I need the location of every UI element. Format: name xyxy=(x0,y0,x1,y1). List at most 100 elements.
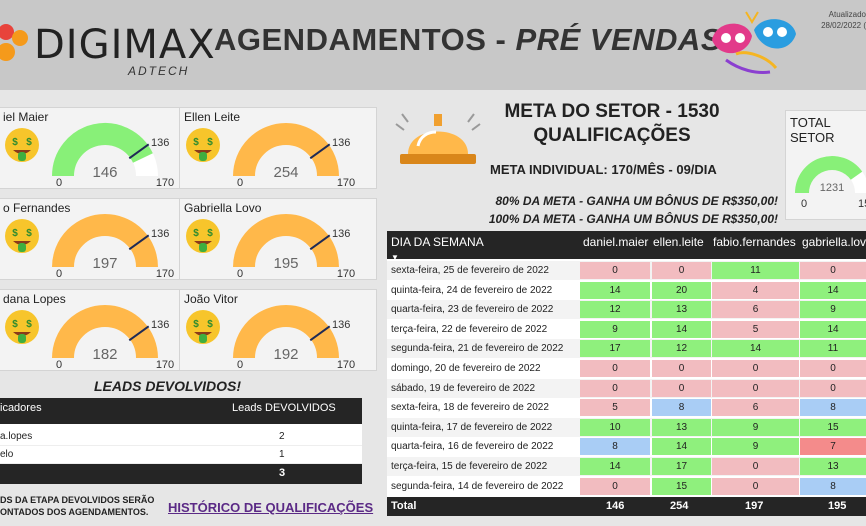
matrix-cell[interactable]: 6 xyxy=(712,301,799,319)
matrix-cell[interactable]: 14 xyxy=(580,458,650,475)
digimax-logo-icon xyxy=(0,24,28,61)
matrix-cell[interactable]: 13 xyxy=(652,418,711,436)
matrix-cell[interactable]: 12 xyxy=(652,340,711,358)
matrix-cell[interactable]: 11 xyxy=(800,340,866,358)
matrix-cell[interactable]: 17 xyxy=(580,340,650,358)
matrix-cell[interactable]: 14 xyxy=(800,320,866,338)
svg-text:$: $ xyxy=(207,228,213,239)
row-date: sexta-feira, 25 de fevereiro de 2022 xyxy=(391,265,549,276)
matrix-cell[interactable]: 0 xyxy=(800,379,866,397)
gauge-fill xyxy=(52,305,158,359)
matrix-cell[interactable]: 14 xyxy=(652,320,711,338)
matrix-cell[interactable]: 8 xyxy=(652,399,711,417)
matrix-col-0[interactable]: daniel.maier xyxy=(583,235,649,249)
bonus-100: 100% DA META - GANHA UM BÔNUS DE R$350,0… xyxy=(488,212,778,226)
matrix-cell[interactable]: 9 xyxy=(712,438,799,456)
matrix-cell[interactable]: 6 xyxy=(712,399,799,417)
matrix-cell[interactable]: 17 xyxy=(652,458,711,475)
matrix-col-2[interactable]: fabio.fernandes xyxy=(713,235,796,249)
gauge-target: 136 xyxy=(332,228,350,240)
matrix-cell[interactable]: 9 xyxy=(580,320,650,338)
matrix-cell[interactable]: 0 xyxy=(652,379,711,397)
matrix-cell[interactable]: 20 xyxy=(652,281,711,299)
row-date: terça-feira, 15 de fevereiro de 2022 xyxy=(391,461,548,472)
matrix-cell[interactable]: 0 xyxy=(580,477,650,495)
row-date: terça-feira, 22 de fevereiro de 2022 xyxy=(391,323,548,335)
matrix-cell[interactable]: 14 xyxy=(580,281,650,299)
matrix-cell[interactable]: 0 xyxy=(580,262,650,279)
matrix-cell[interactable]: 11 xyxy=(712,262,799,279)
gauge-max: 170 xyxy=(337,268,355,280)
svg-text:$: $ xyxy=(193,319,199,330)
matrix-cell[interactable]: 14 xyxy=(652,438,711,456)
bonus-80: 80% DA META - GANHA UM BÔNUS DE R$350,00… xyxy=(495,194,779,208)
matrix-cell[interactable]: 8 xyxy=(800,399,866,417)
matrix-cell[interactable]: 0 xyxy=(800,360,866,377)
matrix-cell[interactable]: 15 xyxy=(800,418,866,436)
matrix-cell[interactable]: 14 xyxy=(712,340,799,358)
leads-col-name[interactable]: icadores xyxy=(0,402,42,414)
matrix-cell[interactable]: 10 xyxy=(580,418,650,436)
gauge-card: 192 0 170 136 João Vitor $ $ xyxy=(179,289,377,371)
gauge-min: 0 xyxy=(237,268,243,280)
leads-col-value[interactable]: Leads DEVOLVIDOS xyxy=(232,402,336,414)
gauge-fill xyxy=(233,305,339,359)
matrix-cell[interactable]: 0 xyxy=(712,360,799,377)
row-date: quarta-feira, 23 de fevereiro de 2022 xyxy=(391,304,554,316)
total-setor-label: TOTAL SETOR xyxy=(790,115,835,145)
matrix-cell[interactable]: 0 xyxy=(652,262,711,279)
matrix-cell[interactable]: 0 xyxy=(652,360,711,377)
matrix-cell[interactable]: 0 xyxy=(580,360,650,377)
matrix-cell[interactable]: 13 xyxy=(652,301,711,319)
sort-down-icon[interactable]: ▼ xyxy=(391,253,399,262)
matrix-cell[interactable]: 8 xyxy=(800,477,866,495)
gauge-max: 170 xyxy=(337,359,355,371)
matrix-cell[interactable]: 0 xyxy=(712,379,799,397)
gauge-target: 136 xyxy=(332,137,350,149)
gauge-name: Gabriella Lovo xyxy=(184,201,262,215)
matrix-col-1[interactable]: ellen.leite xyxy=(653,235,704,249)
gauge-target-marker xyxy=(309,325,331,342)
matrix-cell[interactable]: 15 xyxy=(652,477,711,495)
gauge-min: 0 xyxy=(237,177,243,189)
matrix-cell[interactable]: 9 xyxy=(712,418,799,436)
gauge-value: 146 xyxy=(92,164,117,181)
matrix-cell[interactable]: 5 xyxy=(580,399,650,417)
gauge-target: 136 xyxy=(151,319,169,331)
table-row: quinta-feira, 17 de fevereiro de 2022 10 1… xyxy=(387,417,866,437)
gauge-name: iel Maier xyxy=(3,110,49,124)
gauge-min: 0 xyxy=(237,359,243,371)
matrix-cell[interactable]: 13 xyxy=(800,458,866,475)
row-date: domingo, 20 de fevereiro de 2022 xyxy=(391,363,541,374)
matrix-cell[interactable]: 5 xyxy=(712,320,799,338)
logo-text: DIGIMAX xyxy=(34,22,216,68)
money-face-icon: $ $ xyxy=(186,310,220,344)
table-row: quarta-feira, 16 de fevereiro de 2022 8 14… xyxy=(387,437,866,457)
matrix-cell[interactable]: 0 xyxy=(580,379,650,397)
leads-note: DS DA ETAPA DEVOLVIDOS SERÃO ONTADOS DOS… xyxy=(0,495,155,517)
history-link[interactable]: HISTÓRICO DE QUALIFICAÇÕES xyxy=(168,500,374,515)
svg-text:$: $ xyxy=(26,137,32,148)
matrix-cell[interactable]: 0 xyxy=(800,262,866,279)
svg-text:$: $ xyxy=(193,137,199,148)
matrix-col-3[interactable]: gabriella.lovo xyxy=(802,235,866,249)
matrix-cell[interactable]: 12 xyxy=(580,301,650,319)
matrix-cell[interactable]: 4 xyxy=(712,281,799,299)
gauge-max: 170 xyxy=(156,177,174,189)
gauge-min: 0 xyxy=(56,268,62,280)
matrix-cell[interactable]: 14 xyxy=(800,281,866,299)
table-row: segunda-feira, 21 de fevereiro de 2022 17… xyxy=(387,339,866,359)
matrix-cell[interactable]: 0 xyxy=(712,458,799,475)
gauge-chart: 254 0 170 136 xyxy=(233,123,355,189)
gauge-fill xyxy=(52,214,158,268)
matrix-cell[interactable]: 0 xyxy=(712,477,799,495)
gauge-card: 195 0 170 136 Gabriella Lovo $ $ xyxy=(179,198,377,280)
matrix-cell[interactable]: 7 xyxy=(800,438,866,456)
matrix-cell[interactable]: 8 xyxy=(580,438,650,456)
gauge-target-marker xyxy=(128,234,150,251)
matrix-col-date[interactable]: DIA DA SEMANA ▼ xyxy=(391,235,484,262)
row-date: segunda-feira, 14 de fevereiro de 2022 xyxy=(391,480,564,492)
gauge-card: 146 0 170 136 iel Maier $ $ xyxy=(0,107,196,189)
table-row: terça-feira, 22 de fevereiro de 2022 9 14 5… xyxy=(387,319,866,339)
matrix-cell[interactable]: 9 xyxy=(800,301,866,319)
